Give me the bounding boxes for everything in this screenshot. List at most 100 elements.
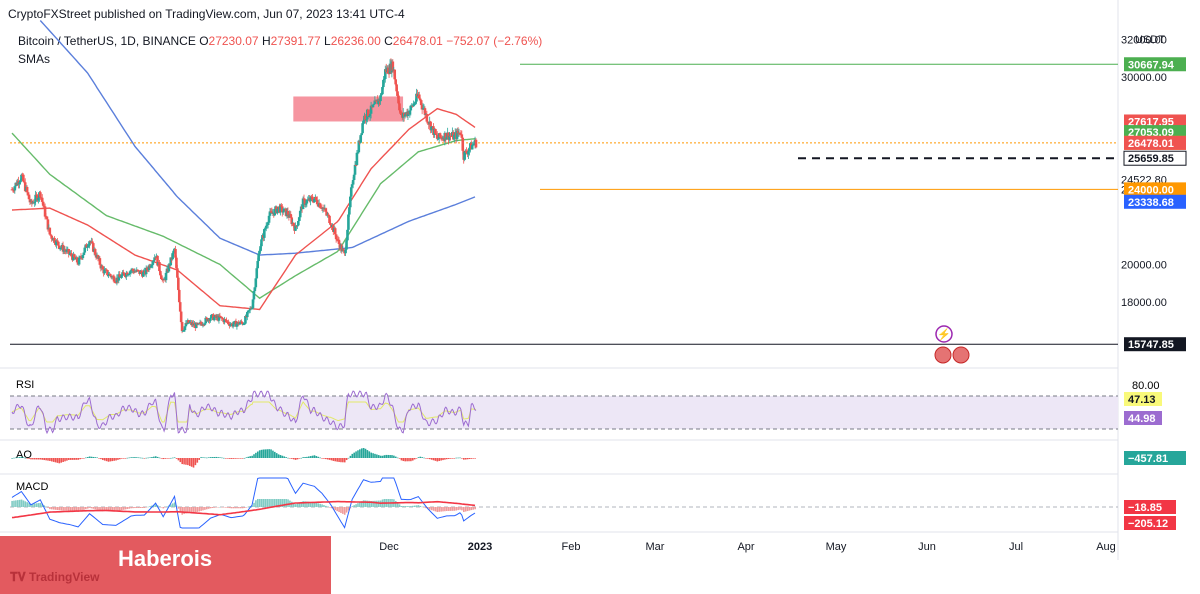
candle-body xyxy=(280,206,284,213)
candle-body xyxy=(297,220,300,226)
rsi-value: 47.13 xyxy=(1128,394,1156,406)
event-icons[interactable]: ⚡ xyxy=(934,325,970,364)
ao-bar xyxy=(41,458,44,460)
ao-bar xyxy=(328,458,331,460)
macd-histogram-bar xyxy=(447,507,450,511)
candle-body xyxy=(367,115,371,117)
candle-body xyxy=(152,260,156,262)
ao-bar xyxy=(18,457,21,458)
sma-fast-line xyxy=(11,107,476,311)
candle-body xyxy=(273,208,277,216)
candle-body xyxy=(304,203,308,205)
macd-histogram-bar xyxy=(88,507,91,508)
price-label: 15747.85 xyxy=(1128,339,1174,351)
ao-bar xyxy=(421,457,424,458)
candle-body xyxy=(325,211,328,215)
candle-body xyxy=(18,182,21,185)
macd-histogram-bar xyxy=(145,507,148,508)
time-tick: Apr xyxy=(737,541,754,553)
macd-histogram-bar xyxy=(170,504,172,507)
ao-bar xyxy=(149,457,151,458)
ao-bar xyxy=(442,458,444,461)
price-label-box xyxy=(1123,150,1187,166)
candle-body xyxy=(105,269,108,271)
ao-bar xyxy=(359,449,361,458)
candle-body xyxy=(256,261,259,269)
candle-body xyxy=(474,139,478,148)
time-tick: 2023 xyxy=(468,541,492,553)
ao-bar xyxy=(194,458,197,466)
macd-histogram-bar xyxy=(77,507,80,512)
ao-bar xyxy=(156,456,159,458)
tradingview-logo[interactable]: 𝐓𝐕 TradingView xyxy=(10,570,100,585)
sma-indicator-label[interactable]: SMAs xyxy=(18,52,51,66)
candle-body xyxy=(399,110,402,113)
sma-lines xyxy=(11,20,476,311)
candle-body xyxy=(346,229,349,241)
ao-bar xyxy=(287,457,289,459)
macd-histogram-bar xyxy=(368,500,371,507)
ao-bar xyxy=(234,458,236,459)
ao-bar xyxy=(247,456,250,458)
macd-histogram-bar xyxy=(283,499,286,507)
ao-bar xyxy=(77,458,80,460)
ao-bar xyxy=(366,450,369,458)
us-flag-icon xyxy=(952,346,970,364)
ao-bar xyxy=(400,458,403,461)
candle-body xyxy=(352,174,356,181)
candle-body xyxy=(114,282,118,284)
candle-body xyxy=(56,240,59,242)
price-tick: 20000.00 xyxy=(1121,259,1167,271)
candle-body xyxy=(368,113,372,116)
candle-body xyxy=(26,192,30,195)
candle-body xyxy=(305,200,309,204)
macd-histogram-bar xyxy=(207,507,210,509)
macd-histogram-bar xyxy=(372,500,374,507)
ao-bar xyxy=(228,458,231,459)
macd-histogram-bar xyxy=(185,507,187,514)
macd-histogram-bar xyxy=(26,502,29,507)
ao-bar xyxy=(124,458,127,459)
ao-bar xyxy=(393,455,395,458)
candle-body xyxy=(349,196,352,208)
macd-histogram-bar xyxy=(215,507,218,508)
time-tick: May xyxy=(826,541,847,553)
candle-body xyxy=(306,199,310,201)
candle-body xyxy=(27,194,31,200)
candle-body xyxy=(210,314,213,318)
macd-histogram-bar xyxy=(54,507,57,510)
macd-histogram-bar xyxy=(198,507,201,512)
candle-body xyxy=(260,239,263,247)
macd-histogram-bar xyxy=(92,507,95,509)
ao-bar xyxy=(325,458,327,460)
ao-bar xyxy=(251,455,253,458)
candle-body xyxy=(81,255,85,259)
candle-body xyxy=(280,205,283,207)
ao-bar xyxy=(168,458,170,459)
candle-body xyxy=(354,164,358,166)
candle-body xyxy=(318,203,322,208)
candle-body xyxy=(154,257,157,259)
macd-histogram-bar xyxy=(459,507,461,510)
candle-body xyxy=(247,310,251,312)
candle-body xyxy=(381,87,384,95)
candle-body xyxy=(183,326,187,331)
candle-body xyxy=(328,215,331,224)
price-axis[interactable]: USDT32000.0030000.0024522.8024000.002000… xyxy=(1121,34,1187,352)
macd-histogram-bar xyxy=(24,501,27,507)
ao-bar xyxy=(436,458,439,462)
ao-bar xyxy=(238,458,240,459)
ao-bar xyxy=(47,458,49,461)
candle-body xyxy=(140,271,143,274)
candle-body xyxy=(91,241,94,244)
ao-bar xyxy=(60,458,63,463)
ao-bar xyxy=(200,457,202,458)
candle-body xyxy=(182,330,186,332)
ao-bar xyxy=(50,458,53,462)
candle-body xyxy=(212,317,216,321)
macd-histogram-bar xyxy=(432,507,435,511)
macd-histogram-bar xyxy=(474,507,476,510)
candle-body xyxy=(311,197,314,201)
macd-histogram-bar xyxy=(120,507,123,511)
